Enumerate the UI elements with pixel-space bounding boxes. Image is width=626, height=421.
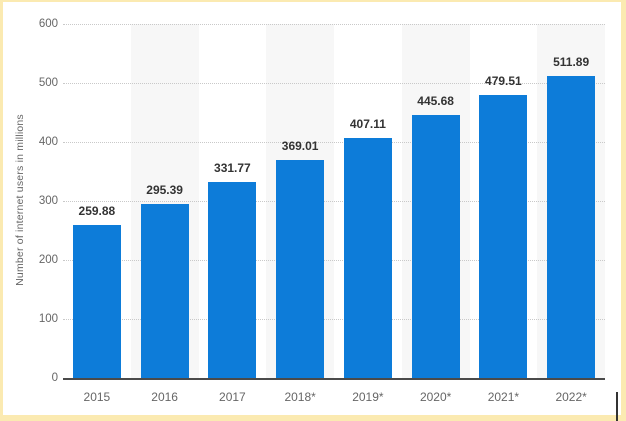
gridline-300: [63, 201, 605, 202]
gridline-400: [63, 142, 605, 143]
bar-value-label: 445.68: [417, 94, 454, 109]
bar-value-label: 259.88: [78, 203, 116, 218]
bar-value-label: 479.51: [485, 74, 522, 89]
gridline-200: [63, 260, 605, 261]
gridline-500: [63, 83, 605, 84]
bar-2015[interactable]: 259.88: [72, 204, 121, 378]
y-tick-label-500: 500: [38, 77, 58, 89]
plot-area: 259.88 2015 295.39 2016 331.77 2017 369.01 2018…: [63, 24, 605, 404]
y-tick-label-100: 100: [38, 313, 58, 325]
y-tick-label-400: 400: [38, 136, 58, 148]
bar-2021[interactable]: 479.51: [479, 74, 528, 378]
column-2022: 511.89 2022*: [537, 24, 605, 404]
column-2018: 369.01 2018*: [266, 24, 334, 404]
column-2020: 445.68 2020*: [402, 24, 470, 404]
bar-value-label: 511.89: [553, 55, 590, 69]
x-tick-label: 2018*: [284, 390, 316, 404]
bar-2022[interactable]: 511.89: [547, 55, 596, 378]
bar-2019[interactable]: 407.11: [343, 117, 392, 378]
bar-value-label: 295.39: [146, 182, 183, 197]
x-tick-label: 2020*: [419, 390, 452, 404]
column-2019: 407.11 2019*: [334, 24, 402, 404]
column-2015: 259.88 2015: [63, 24, 131, 404]
bar-2017[interactable]: 331.77: [208, 161, 257, 378]
bar-2020[interactable]: 445.68: [411, 94, 460, 378]
bar-columns: 259.88 2015 295.39 2016 331.77 2017 369.01 2018…: [63, 24, 605, 404]
x-tick-label: 2021*: [487, 390, 520, 404]
gridline-100: [63, 319, 605, 320]
x-tick-label: 2017: [219, 390, 246, 404]
y-tick-label-200: 200: [38, 254, 58, 266]
x-tick-label: 2022*: [555, 390, 587, 404]
cursor-artifact: [616, 392, 618, 421]
x-tick-label: 2015: [83, 390, 111, 404]
x-tick-label: 2019*: [352, 390, 384, 404]
column-2016: 295.39 2016: [131, 24, 199, 404]
y-tick-label-300: 300: [38, 195, 58, 207]
column-2017: 331.77 2017: [199, 24, 267, 404]
bar-value-label: 331.77: [214, 161, 251, 176]
bar-value-label: 407.11: [349, 116, 386, 131]
gridline-600: [63, 24, 605, 25]
column-2021: 479.51 2021*: [470, 24, 538, 404]
x-tick-label: 2016: [151, 390, 178, 404]
bar-2016[interactable]: 295.39: [140, 183, 189, 378]
bar-2018[interactable]: 369.01: [276, 139, 325, 378]
y-tick-label-0: 0: [51, 372, 58, 384]
bar-value-label: 369.01: [281, 139, 319, 154]
y-tick-label-600: 600: [38, 18, 58, 30]
